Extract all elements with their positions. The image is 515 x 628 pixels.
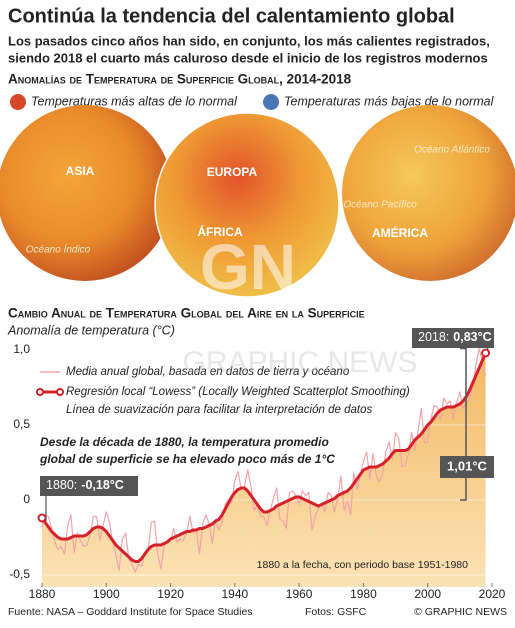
x-tick-label: 1880 <box>29 587 56 601</box>
y-tick-label: -0,5 <box>9 567 30 581</box>
callout-box <box>412 328 494 348</box>
globe-label: Océano Pacífico <box>343 200 417 211</box>
chart: Cambio Anual de Temperatura Global del A… <box>7 306 506 602</box>
warm-swatch <box>10 94 26 110</box>
subtitle: Los pasados cinco años han sido, en conj… <box>8 33 490 48</box>
lowess-end <box>37 513 47 523</box>
legend-label: Regresión local “Lowess” (Locally Weight… <box>66 386 410 398</box>
legend-dot <box>36 388 44 396</box>
globe-asia <box>0 105 173 281</box>
callout: 1880: -0,18°C <box>46 478 124 492</box>
watermark-logo: GN <box>200 231 296 303</box>
globe-americas <box>342 105 515 281</box>
area <box>42 353 486 587</box>
y-tick-label: 0,5 <box>13 417 30 431</box>
legend-label: Media anual global, basada en datos de t… <box>66 366 350 378</box>
callout-value: 0,83°C <box>453 330 491 344</box>
callout: 2018: 0,83°C <box>418 330 492 344</box>
lowess-line <box>40 352 487 563</box>
watermark-text: GRAPHIC NEWS <box>182 346 417 379</box>
source: Fuente: NASA – Goddard Institute for Spa… <box>8 606 253 618</box>
legend-dot <box>56 388 64 396</box>
callout-year: 1880: <box>46 478 77 492</box>
legend-warm: Temperaturas más altas de lo normal <box>31 94 238 108</box>
globe-europe <box>154 112 340 298</box>
x-tick-label: 1940 <box>222 587 249 601</box>
lowess-end <box>481 348 491 358</box>
credit: © GRAPHIC NEWS <box>414 606 507 618</box>
legend-note: Línea de suavización para facilitar la i… <box>66 404 372 416</box>
chart-title: Cambio Anual de Temperatura Global del A… <box>8 306 365 321</box>
globe-label: Océano Índico <box>26 243 91 256</box>
globe-label: EUROPA <box>207 165 258 179</box>
subtitle: siendo 2018 el cuarto más caluroso desde… <box>8 50 488 65</box>
callout-year: 2018: <box>418 330 449 344</box>
cold-swatch <box>263 94 279 110</box>
globe-label: Océano Atlántico <box>414 145 490 156</box>
rise-label: 1,01°C <box>447 458 488 473</box>
callout-box <box>40 476 138 496</box>
photos: Fotos: GSFC <box>305 606 367 618</box>
baseline-note: 1880 a la fecha, con periodo base 1951-1… <box>257 559 468 571</box>
rise-bracket <box>460 347 467 501</box>
x-tick-label: 1980 <box>350 587 377 601</box>
annotation: global de superficie se ha elevado poco … <box>39 452 335 466</box>
x-tick-label: 1960 <box>286 587 313 601</box>
x-tick-label: 2020 <box>479 587 506 601</box>
title: Continúa la tendencia del calentamiento … <box>8 5 455 27</box>
annual-line <box>41 347 487 573</box>
y-tick-label: 0 <box>23 492 30 506</box>
x-tick-label: 2000 <box>414 587 441 601</box>
rise-box <box>440 456 494 478</box>
globe-label: ÁFRICA <box>197 224 243 239</box>
y-tick-label: 1,0 <box>13 342 30 356</box>
x-tick-label: 1900 <box>93 587 120 601</box>
section-title: Anomalías de Temperatura de Superficie G… <box>8 72 352 87</box>
globe-label: ASIA <box>66 164 95 178</box>
y-axis-label: Anomalía de temperatura (°C) <box>7 323 175 337</box>
callout-value: -0,18°C <box>81 478 124 492</box>
x-tick-label: 1920 <box>157 587 184 601</box>
annotation: Desde la década de 1880, la temperatura … <box>40 435 329 449</box>
legend-cold: Temperaturas más bajas de lo normal <box>284 94 495 108</box>
globe-label: AMÉRICA <box>372 225 428 240</box>
